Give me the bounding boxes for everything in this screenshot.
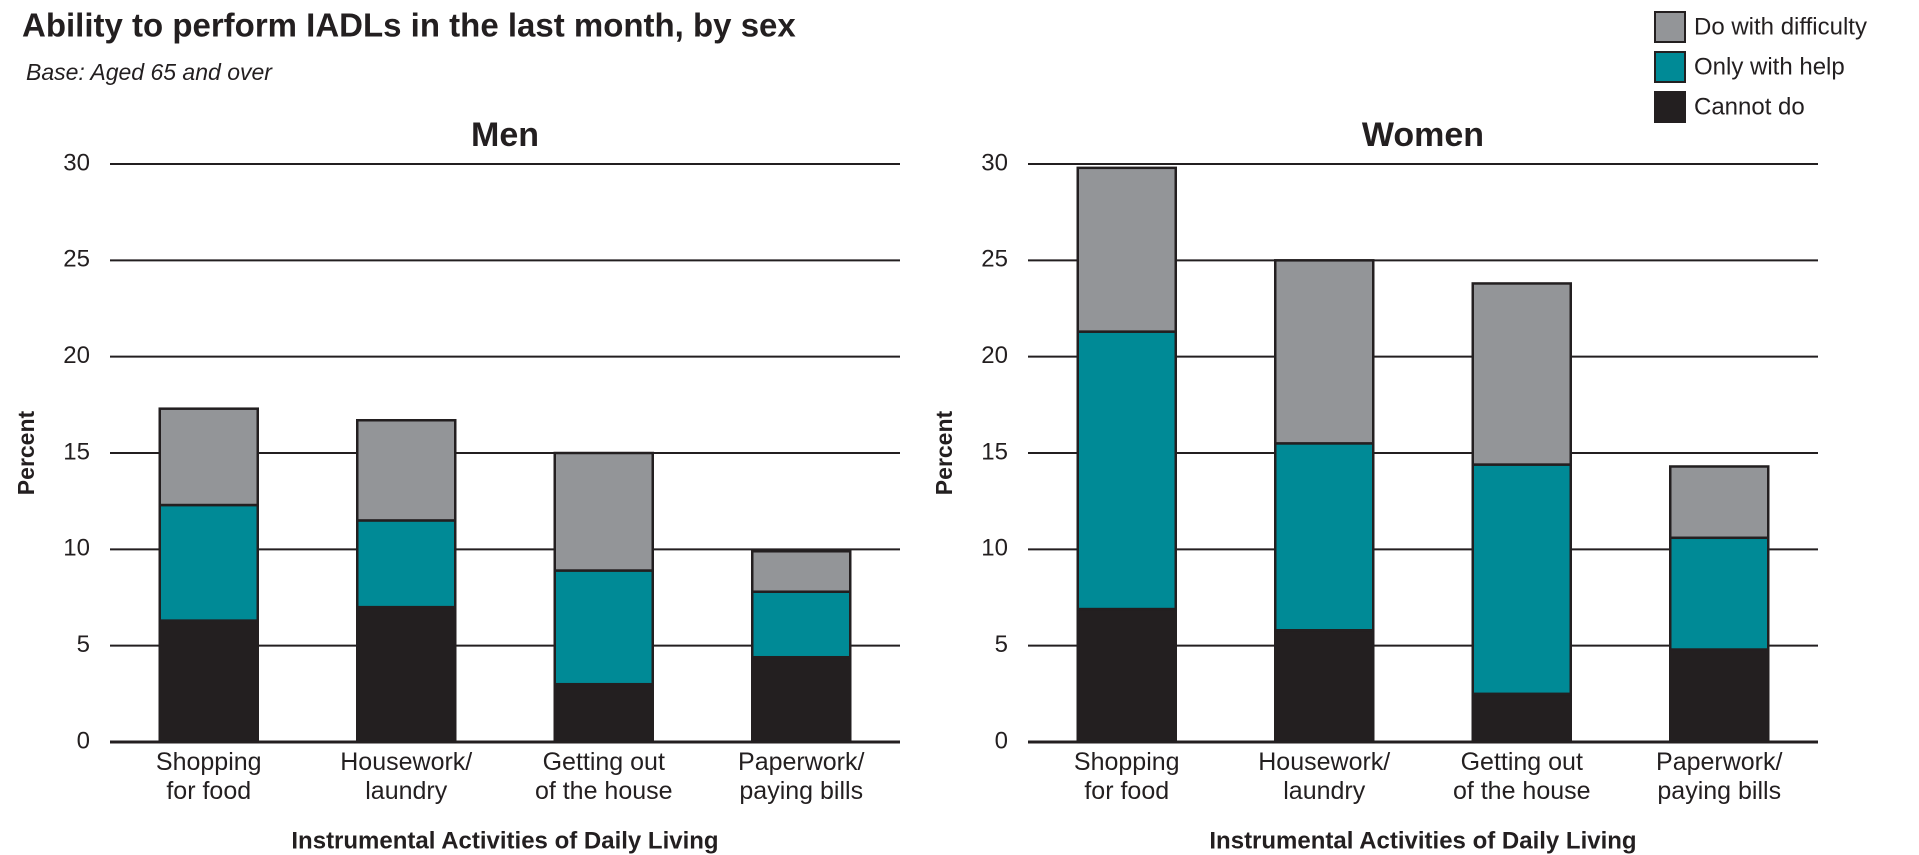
x-tick-label: Housework/ laundry [1258,748,1391,805]
y-tick-label: 5 [995,631,1008,658]
y-tick-label: 15 [63,438,90,465]
bar-segment [553,682,654,744]
y-tick-label: 30 [981,149,1008,176]
x-axis-label: Instrumental Activities of Daily Living [291,827,718,854]
bar-segment [1274,442,1375,632]
x-tick-label: Housework/ laundry [340,748,473,805]
bar-segment [751,655,852,744]
y-axis-label: Percent [931,410,957,495]
bar-segment [1274,629,1375,744]
page-title: Ability to perform IADLs in the last mon… [22,7,796,44]
y-tick-label: 15 [981,438,1008,465]
y-tick-label: 0 [995,727,1008,754]
bar-segment [1471,463,1572,696]
bar-segment [1669,465,1770,540]
bar-segment [751,590,852,659]
x-tick-label: Shopping for food [1073,748,1180,805]
bar-segment [553,451,654,572]
bar-segment [356,418,457,522]
y-tick-label: 25 [63,246,90,273]
legend-swatch [1654,11,1686,43]
bar-segment [1471,692,1572,744]
page-subtitle: Base: Aged 65 and over [26,59,273,85]
x-axis-label: Instrumental Activities of Daily Living [1209,827,1636,854]
x-tick-label: Paperwork/ paying bills [1656,748,1783,805]
y-tick-label: 20 [981,342,1008,369]
bar-segment [553,569,654,686]
y-tick-label: 5 [77,631,90,658]
legend-label: Cannot do [1694,93,1805,120]
y-axis-label: Percent [13,410,39,495]
y-tick-label: 10 [981,535,1008,562]
legend-label: Only with help [1694,53,1845,80]
y-tick-label: 10 [63,535,90,562]
x-tick-label: Paperwork/ paying bills [738,748,865,805]
bar-segment [158,503,259,622]
y-tick-label: 20 [63,342,90,369]
bar-segment [1471,282,1572,466]
x-tick-label: Getting out of the house [1452,748,1591,805]
bar-segment [1076,166,1177,333]
legend-swatch [1654,51,1686,83]
bar-segment [1669,648,1770,744]
bar-segment [1076,607,1177,744]
chart-title: Women [1362,116,1484,154]
bar-segment [1076,330,1177,611]
legend-label: Do with difficulty [1694,13,1867,40]
bar-segment [356,605,457,744]
bar-segment [1274,259,1375,445]
x-tick-label: Getting out of the house [534,748,673,805]
bar-segment [751,550,852,593]
bar-segment [1669,536,1770,651]
bar-segment [158,619,259,744]
bar-segment [356,519,457,609]
y-tick-label: 0 [77,727,90,754]
legend-swatch [1654,91,1686,123]
bar-segment [158,407,259,507]
x-tick-label: Shopping for food [155,748,262,805]
y-tick-label: 30 [63,149,90,176]
y-tick-label: 25 [981,246,1008,273]
chart-title: Men [471,116,539,154]
